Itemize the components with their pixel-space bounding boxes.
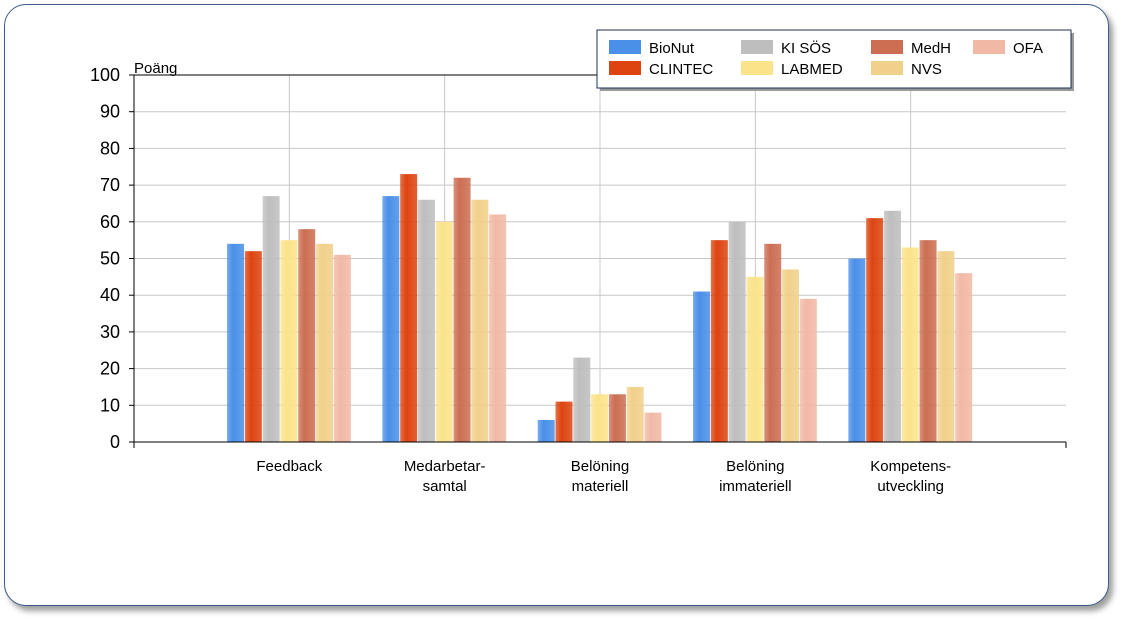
- legend-swatch-ki-sös: [741, 40, 773, 54]
- bar-clintec-4: [866, 218, 884, 442]
- y-tick-label: 10: [100, 395, 120, 415]
- bar-medh-3: [764, 243, 782, 442]
- bar-clintec-1: [400, 174, 418, 442]
- bar-ofa-0: [333, 254, 351, 442]
- bar-series: [227, 174, 973, 442]
- x-tick-label: Medarbetar-samtal: [404, 458, 486, 495]
- y-tick-label: 80: [100, 138, 120, 158]
- legend-label: KI SÖS: [781, 39, 831, 57]
- x-tick-label: Feedback: [256, 458, 322, 475]
- legend-swatch-ofa: [973, 40, 1005, 54]
- y-tick-label: 30: [100, 322, 120, 342]
- bar-bionut-1: [382, 196, 400, 442]
- bar-ki-sös-3: [728, 221, 746, 442]
- legend-label: CLINTEC: [649, 61, 713, 78]
- legend-swatch-nvs: [871, 61, 903, 75]
- legend-swatch-bionut: [609, 40, 641, 54]
- x-tick-labels: Feedback Medarbetar-samtal Belöning materie…: [256, 458, 951, 495]
- legend-label: BioNut: [649, 40, 695, 57]
- legend: BioNut CLINTEC KI SÖS LABMED MedH NVS OFA: [596, 29, 1074, 91]
- bar-bionut-3: [693, 291, 711, 442]
- bar-clintec-2: [555, 401, 573, 442]
- bar-ki-sös-2: [573, 357, 591, 442]
- y-tick-label: 60: [100, 212, 120, 232]
- bar-ki-sös-4: [883, 210, 901, 442]
- bar-labmed-2: [591, 394, 609, 442]
- y-tick-label: 40: [100, 285, 120, 305]
- legend-label: NVS: [911, 61, 942, 78]
- chart-frame: 0 10 20 30 40 50 60 70 80 90 100 Feedback Medarbeta…: [4, 4, 1109, 606]
- legend-label: MedH: [911, 40, 951, 57]
- bar-bionut-0: [227, 243, 245, 442]
- bar-ofa-3: [799, 298, 817, 442]
- bar-nvs-3: [782, 269, 800, 442]
- bar-ofa-1: [489, 214, 507, 442]
- bar-medh-2: [608, 394, 626, 442]
- bar-labmed-3: [746, 276, 764, 442]
- bar-medh-1: [453, 177, 471, 442]
- legend-swatch-labmed: [741, 61, 773, 75]
- bar-bionut-4: [848, 258, 866, 442]
- bar-clintec-0: [244, 251, 262, 442]
- bar-ofa-2: [644, 412, 662, 442]
- bar-labmed-1: [435, 221, 453, 442]
- legend-box: [596, 29, 1072, 89]
- bar-ofa-4: [955, 273, 973, 442]
- bar-nvs-4: [937, 251, 955, 442]
- bar-medh-0: [298, 229, 316, 442]
- legend-swatch-medh: [871, 40, 903, 54]
- x-tick-label: Belöning materiell: [571, 458, 629, 495]
- bar-bionut-2: [537, 419, 555, 442]
- y-tick-label: 0: [110, 432, 120, 452]
- x-tick-label: Belöning immateriell: [719, 458, 792, 495]
- y-tick-label: 50: [100, 249, 120, 269]
- bar-ki-sös-0: [262, 196, 280, 442]
- bar-nvs-2: [626, 386, 644, 442]
- y-tick-label: 70: [100, 175, 120, 195]
- y-tick-labels: 0 10 20 30 40 50 60 70 80 90 100: [90, 65, 120, 452]
- bar-nvs-0: [316, 243, 334, 442]
- y-axis-label: Poäng: [134, 60, 177, 77]
- bar-nvs-1: [471, 199, 489, 442]
- y-tick-label: 100: [90, 65, 120, 85]
- bar-chart: 0 10 20 30 40 50 60 70 80 90 100 Feedback Medarbeta…: [90, 29, 1074, 495]
- legend-label: OFA: [1013, 40, 1043, 57]
- bar-labmed-4: [901, 247, 919, 442]
- bar-clintec-3: [710, 240, 728, 442]
- legend-swatch-clintec: [609, 61, 641, 75]
- bar-labmed-0: [280, 240, 298, 442]
- x-tick-label: Kompetens-utveckling: [870, 458, 951, 495]
- bar-ki-sös-1: [417, 199, 435, 442]
- y-tick-label: 90: [100, 102, 120, 122]
- legend-label: LABMED: [781, 61, 843, 78]
- y-tick-label: 20: [100, 359, 120, 379]
- bar-medh-4: [919, 240, 937, 442]
